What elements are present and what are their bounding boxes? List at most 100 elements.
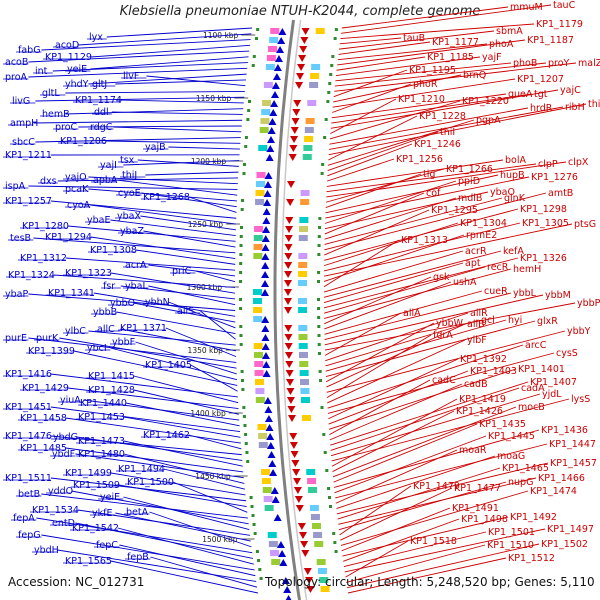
gc-content-dot: [317, 271, 321, 274]
gc-content-dot: [327, 487, 331, 490]
leader-line: [78, 125, 242, 128]
leader-line: [35, 96, 245, 102]
gc-content-dot: [320, 172, 324, 175]
leader-line: [339, 485, 412, 536]
gene-label: KP1_1480: [78, 449, 125, 460]
cog-box: [261, 478, 271, 484]
leader-line: [165, 327, 237, 358]
cog-box: [255, 397, 265, 403]
leader-line: [342, 516, 509, 557]
gc-skew-dot: [252, 55, 256, 58]
gene-label: KP1_1436: [541, 425, 588, 436]
gc-skew-dot: [239, 235, 243, 238]
forward-cds-arrow: [266, 442, 275, 449]
cog-box: [258, 442, 268, 448]
leader-line: [326, 323, 466, 388]
reverse-cds-arrow: [301, 28, 310, 35]
leader-line: [340, 487, 453, 541]
leader-line: [327, 339, 466, 404]
leader-line: [90, 204, 237, 225]
reverse-cds-arrow: [301, 550, 310, 557]
gene-label: purK: [36, 333, 59, 344]
cog-box: [253, 235, 263, 241]
leader-line: [188, 196, 237, 213]
forward-cds-arrow: [262, 370, 271, 377]
forward-cds-arrow: [261, 235, 270, 242]
leader-line: [333, 69, 408, 98]
gene-label: ybaX: [117, 211, 141, 222]
gene-label: mocB: [518, 402, 545, 413]
leader-line: [71, 490, 249, 525]
leader-line: [75, 453, 244, 479]
gc-content-dot: [329, 73, 333, 76]
forward-cds-arrow: [261, 334, 270, 341]
leader-line: [120, 99, 244, 104]
leader-line: [323, 234, 465, 282]
forward-cds-arrow: [269, 469, 278, 476]
gene-label: bolA: [505, 155, 526, 166]
forward-cds-arrow: [279, 559, 288, 566]
leader-line: [146, 75, 246, 87]
gene-label: thiI: [440, 127, 455, 138]
reverse-cds-arrow: [300, 37, 309, 44]
leader-line: [323, 250, 464, 293]
gc-skew-dot: [240, 370, 244, 373]
cog-box: [298, 253, 308, 259]
forward-cds-arrow: [274, 55, 283, 62]
cog-box: [267, 532, 277, 538]
gene-label: livG: [12, 96, 30, 107]
leader-line: [329, 383, 463, 441]
leader-line: [324, 192, 547, 251]
reverse-cds-arrow: [286, 199, 295, 206]
gc-skew-dot: [245, 451, 249, 454]
leader-line: [90, 56, 249, 70]
gene-label: betB: [18, 489, 40, 500]
gene-label: ybbF: [112, 337, 135, 348]
leader-line: [149, 511, 252, 548]
gc-content-dot: [319, 379, 323, 382]
leader-line: [337, 39, 526, 66]
gene-label: KP1_1453: [78, 412, 125, 423]
reverse-cds-arrow: [285, 217, 294, 224]
genome-summary: Topology: circular; Length: 5,248,520 bp…: [265, 575, 595, 589]
forward-leader-lines: [3, 27, 259, 594]
gene-label: KP1_1502: [541, 539, 588, 550]
leader-line: [117, 527, 254, 565]
gene-label: yeiE: [100, 492, 120, 503]
gc-content-dot: [317, 280, 321, 283]
leader-line: [330, 98, 397, 135]
gc-content-dot: [323, 451, 327, 454]
gc-content-dot: [317, 316, 321, 319]
gc-content-dot: [317, 244, 321, 247]
gene-label: allA: [403, 308, 421, 319]
gene-label: ptsG: [574, 219, 596, 230]
reverse-cds-arrow: [284, 298, 293, 305]
leader-line: [326, 163, 537, 193]
forward-cds-arrow: [265, 154, 274, 161]
cog-box: [254, 361, 264, 367]
gene-label: mmuM: [510, 2, 543, 13]
cog-box: [310, 514, 320, 520]
gene-label: KP1_1308: [90, 245, 137, 256]
leader-line: [123, 496, 250, 531]
gene-label: ybbB: [93, 307, 117, 318]
gene-label: ddl: [94, 107, 109, 118]
gene-label: KP1_1518: [410, 536, 457, 547]
forward-cds-arrow: [276, 46, 285, 53]
cog-box: [302, 154, 312, 160]
cog-box: [270, 550, 280, 556]
cog-box: [299, 361, 309, 367]
gene-label: KP1_1426: [456, 406, 503, 417]
gene-label: ppiD: [458, 176, 480, 187]
reverse-cds-arrow: [284, 289, 293, 296]
gc-skew-dot: [257, 559, 261, 562]
gene-label: ybbP: [577, 298, 600, 309]
gc-skew-dot: [239, 253, 243, 256]
leader-line: [67, 225, 236, 242]
gene-label: priC: [172, 266, 192, 277]
leader-line: [65, 417, 241, 444]
leader-line: [88, 176, 238, 185]
cog-box: [315, 28, 325, 34]
gene-label: cadA: [521, 383, 545, 394]
leader-line: [327, 143, 413, 177]
